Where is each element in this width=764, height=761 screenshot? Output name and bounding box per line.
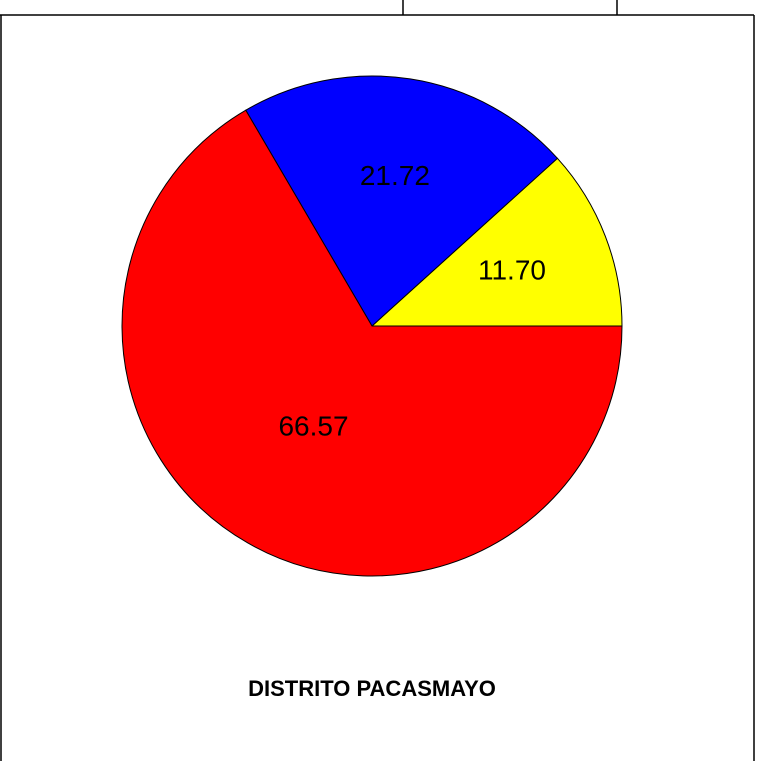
data-label: 66.57: [278, 410, 348, 441]
pie-slice: [370, 157, 623, 327]
data-label: 21.72: [360, 160, 430, 191]
pie-slice: [245, 75, 559, 327]
pie-slice: [121, 109, 623, 577]
data-label: 11.70: [478, 254, 546, 285]
chart-title: DISTRITO PACASMAYO: [248, 676, 496, 701]
pie: [121, 75, 623, 577]
